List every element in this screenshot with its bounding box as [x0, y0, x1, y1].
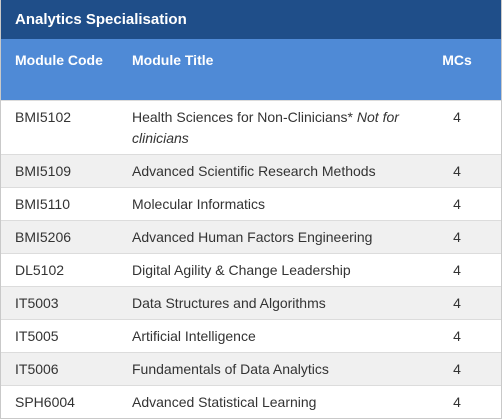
module-code: DL5102	[1, 252, 117, 286]
module-code: BMI5109	[1, 153, 117, 187]
table-row: DL5102 Digital Agility & Change Leadersh…	[1, 252, 501, 286]
table-row: IT5003 Data Structures and Algorithms 4	[1, 285, 501, 319]
module-title: Advanced Scientific Research Methods	[117, 153, 413, 187]
table-row: IT5006 Fundamentals of Data Analytics 4	[1, 351, 501, 385]
column-header-mcs: MCs	[413, 39, 501, 100]
module-title: Fundamentals of Data Analytics	[117, 351, 413, 385]
module-mcs: 4	[413, 252, 501, 286]
module-title-cell: Health Sciences for Non-Clinicians* Not …	[117, 99, 413, 154]
module-code: BMI5102	[1, 99, 117, 154]
module-note: Not for clinicians	[132, 108, 399, 146]
module-title: Advanced Statistical Learning	[117, 384, 413, 418]
table-row: IT5005 Artificial Intelligence 4	[1, 318, 501, 352]
module-title: Molecular Informatics	[117, 186, 413, 220]
module-code: SPH6004	[1, 384, 117, 418]
module-title: Data Structures and Algorithms	[117, 285, 413, 319]
table-header-row: Module Code Module Title MCs	[1, 39, 501, 100]
module-code: BMI5110	[1, 186, 117, 220]
module-code: BMI5206	[1, 219, 117, 253]
module-table: Module Code Module Title MCs BMI5102 Hea…	[1, 39, 501, 418]
module-mcs: 4	[413, 153, 501, 187]
module-title: Health Sciences for Non-Clinicians*	[132, 108, 353, 125]
module-code: IT5005	[1, 318, 117, 352]
module-mcs: 4	[413, 318, 501, 352]
module-mcs: 4	[413, 351, 501, 385]
module-mcs: 4	[413, 285, 501, 319]
table-row: BMI5109 Advanced Scientific Research Met…	[1, 153, 501, 187]
column-header-code: Module Code	[1, 39, 117, 100]
module-title: Digital Agility & Change Leadership	[117, 252, 413, 286]
module-mcs: 4	[413, 384, 501, 418]
column-header-title: Module Title	[117, 39, 413, 100]
module-code: IT5003	[1, 285, 117, 319]
table-row: BMI5102 Health Sciences for Non-Clinicia…	[1, 99, 501, 154]
table-row: BMI5110 Molecular Informatics 4	[1, 186, 501, 220]
module-mcs: 4	[413, 99, 501, 154]
module-mcs: 4	[413, 219, 501, 253]
table-row: SPH6004 Advanced Statistical Learning 4	[1, 384, 501, 418]
table-row: BMI5206 Advanced Human Factors Engineeri…	[1, 219, 501, 253]
module-mcs: 4	[413, 186, 501, 220]
module-title: Artificial Intelligence	[117, 318, 413, 352]
section-title: Analytics Specialisation	[1, 0, 501, 39]
module-code: IT5006	[1, 351, 117, 385]
module-title: Advanced Human Factors Engineering	[117, 219, 413, 253]
